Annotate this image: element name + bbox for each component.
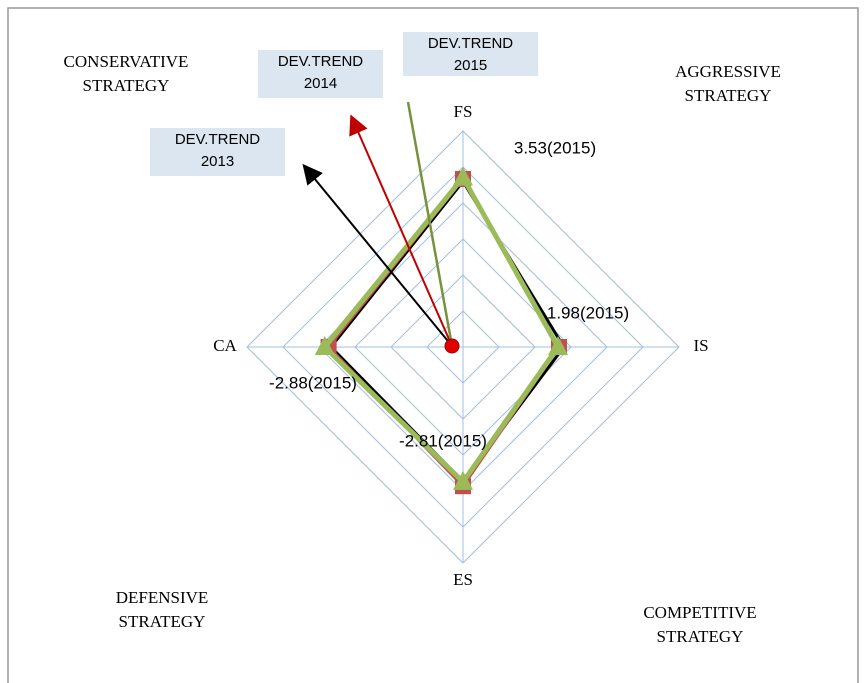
marker — [314, 336, 335, 355]
quadrant-label: AGGRESSIVE STRATEGY — [675, 62, 781, 105]
axis-label: IS — [693, 336, 708, 355]
trend-arrow — [302, 163, 453, 347]
data-label: -2.81(2015) — [399, 431, 487, 450]
data-label: 3.53(2015) — [514, 138, 596, 157]
annotation-box — [150, 128, 285, 176]
trend-arrow — [406, 101, 454, 347]
quadrant-label: CONSERVATIVE STRATEGY — [64, 52, 189, 95]
marker — [548, 336, 569, 355]
quadrant-label: COMPETITIVE STRATEGY — [643, 603, 756, 646]
trend-arrows — [302, 101, 460, 354]
quadrant-label: DEFENSIVE STRATEGY — [116, 588, 209, 631]
annotation: DEV.TREND 2013 — [175, 131, 260, 170]
annotation: DEV.TREND 2015 — [428, 35, 513, 74]
marker — [453, 470, 473, 490]
annotation: DEV.TREND 2014 — [278, 53, 363, 92]
marker — [453, 166, 473, 186]
frame — [7, 7, 859, 683]
axis-label: CA — [213, 336, 237, 355]
axis-label: FS — [454, 102, 473, 121]
annotation-box — [258, 50, 383, 98]
data-label: 1.98(2015) — [547, 303, 629, 322]
origin-dot — [444, 338, 460, 354]
data-label: -2.88(2015) — [269, 373, 357, 392]
axis-label: ES — [453, 570, 473, 589]
trend-arrow — [349, 114, 453, 347]
annotation-box — [403, 32, 538, 76]
